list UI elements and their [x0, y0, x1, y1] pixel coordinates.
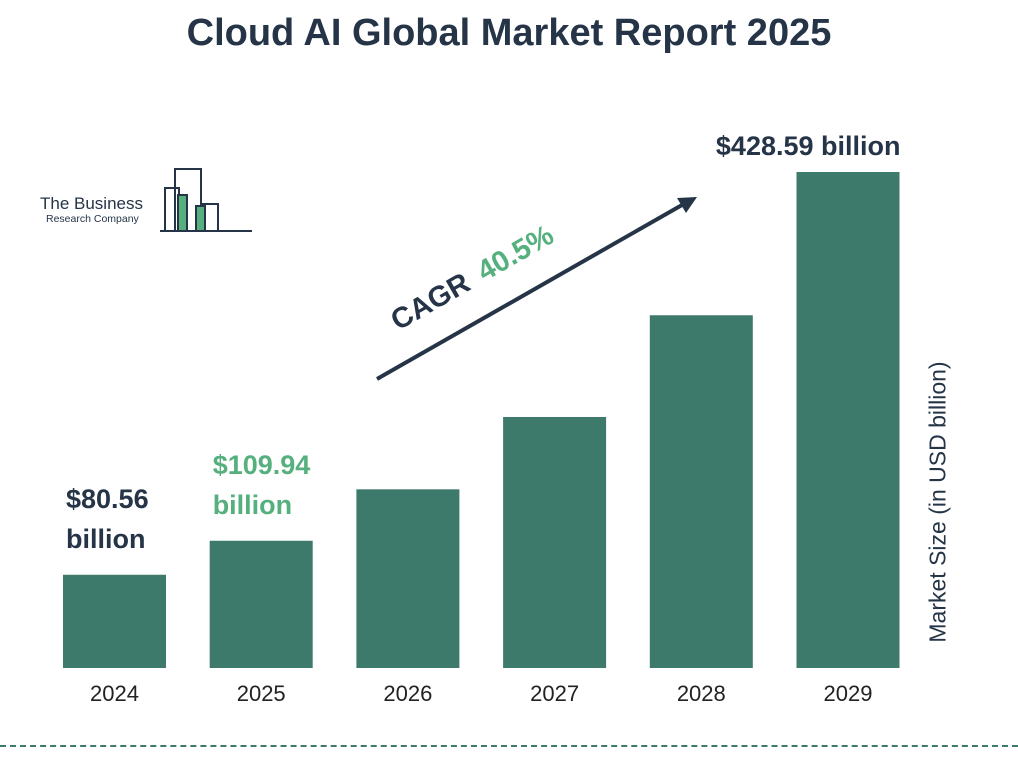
bar-2024 [63, 574, 166, 668]
x-tick-label: 2029 [824, 681, 873, 706]
x-tick-label: 2027 [530, 681, 579, 706]
x-tick-label: 2028 [677, 681, 726, 706]
cagr-value: 40.5% [472, 219, 559, 288]
bar-2028 [649, 315, 753, 668]
data-label: $80.56 [66, 484, 149, 514]
data-label: $109.94 [213, 450, 311, 480]
cagr-arrowhead-icon [677, 197, 697, 213]
cagr-label: CAGR40.5% [386, 219, 560, 337]
company-logo: The Business Research Company [38, 166, 254, 236]
bar-2029 [796, 172, 900, 668]
x-tick-label: 2025 [237, 681, 286, 706]
y-axis-label: Market Size (in USD billion) [924, 361, 951, 643]
x-tick-label: 2026 [383, 681, 432, 706]
chart-title: Cloud AI Global Market Report 2025 [186, 12, 832, 54]
logo-text-line1: The Business [40, 194, 143, 213]
cagr-arrow [376, 203, 683, 381]
logo-buildings-icon [160, 168, 252, 232]
bar-2026 [356, 489, 460, 668]
logo-text-line2: Research Company [46, 213, 139, 225]
data-label: billion [66, 524, 145, 554]
data-label: $428.59 billion [716, 131, 901, 161]
data-label: billion [213, 490, 292, 520]
x-tick-label: 2024 [90, 681, 139, 706]
cagr-text: CAGR [386, 267, 476, 337]
bar-2027 [503, 416, 607, 668]
bottom-divider [0, 745, 1018, 747]
bar-2025 [209, 540, 313, 668]
